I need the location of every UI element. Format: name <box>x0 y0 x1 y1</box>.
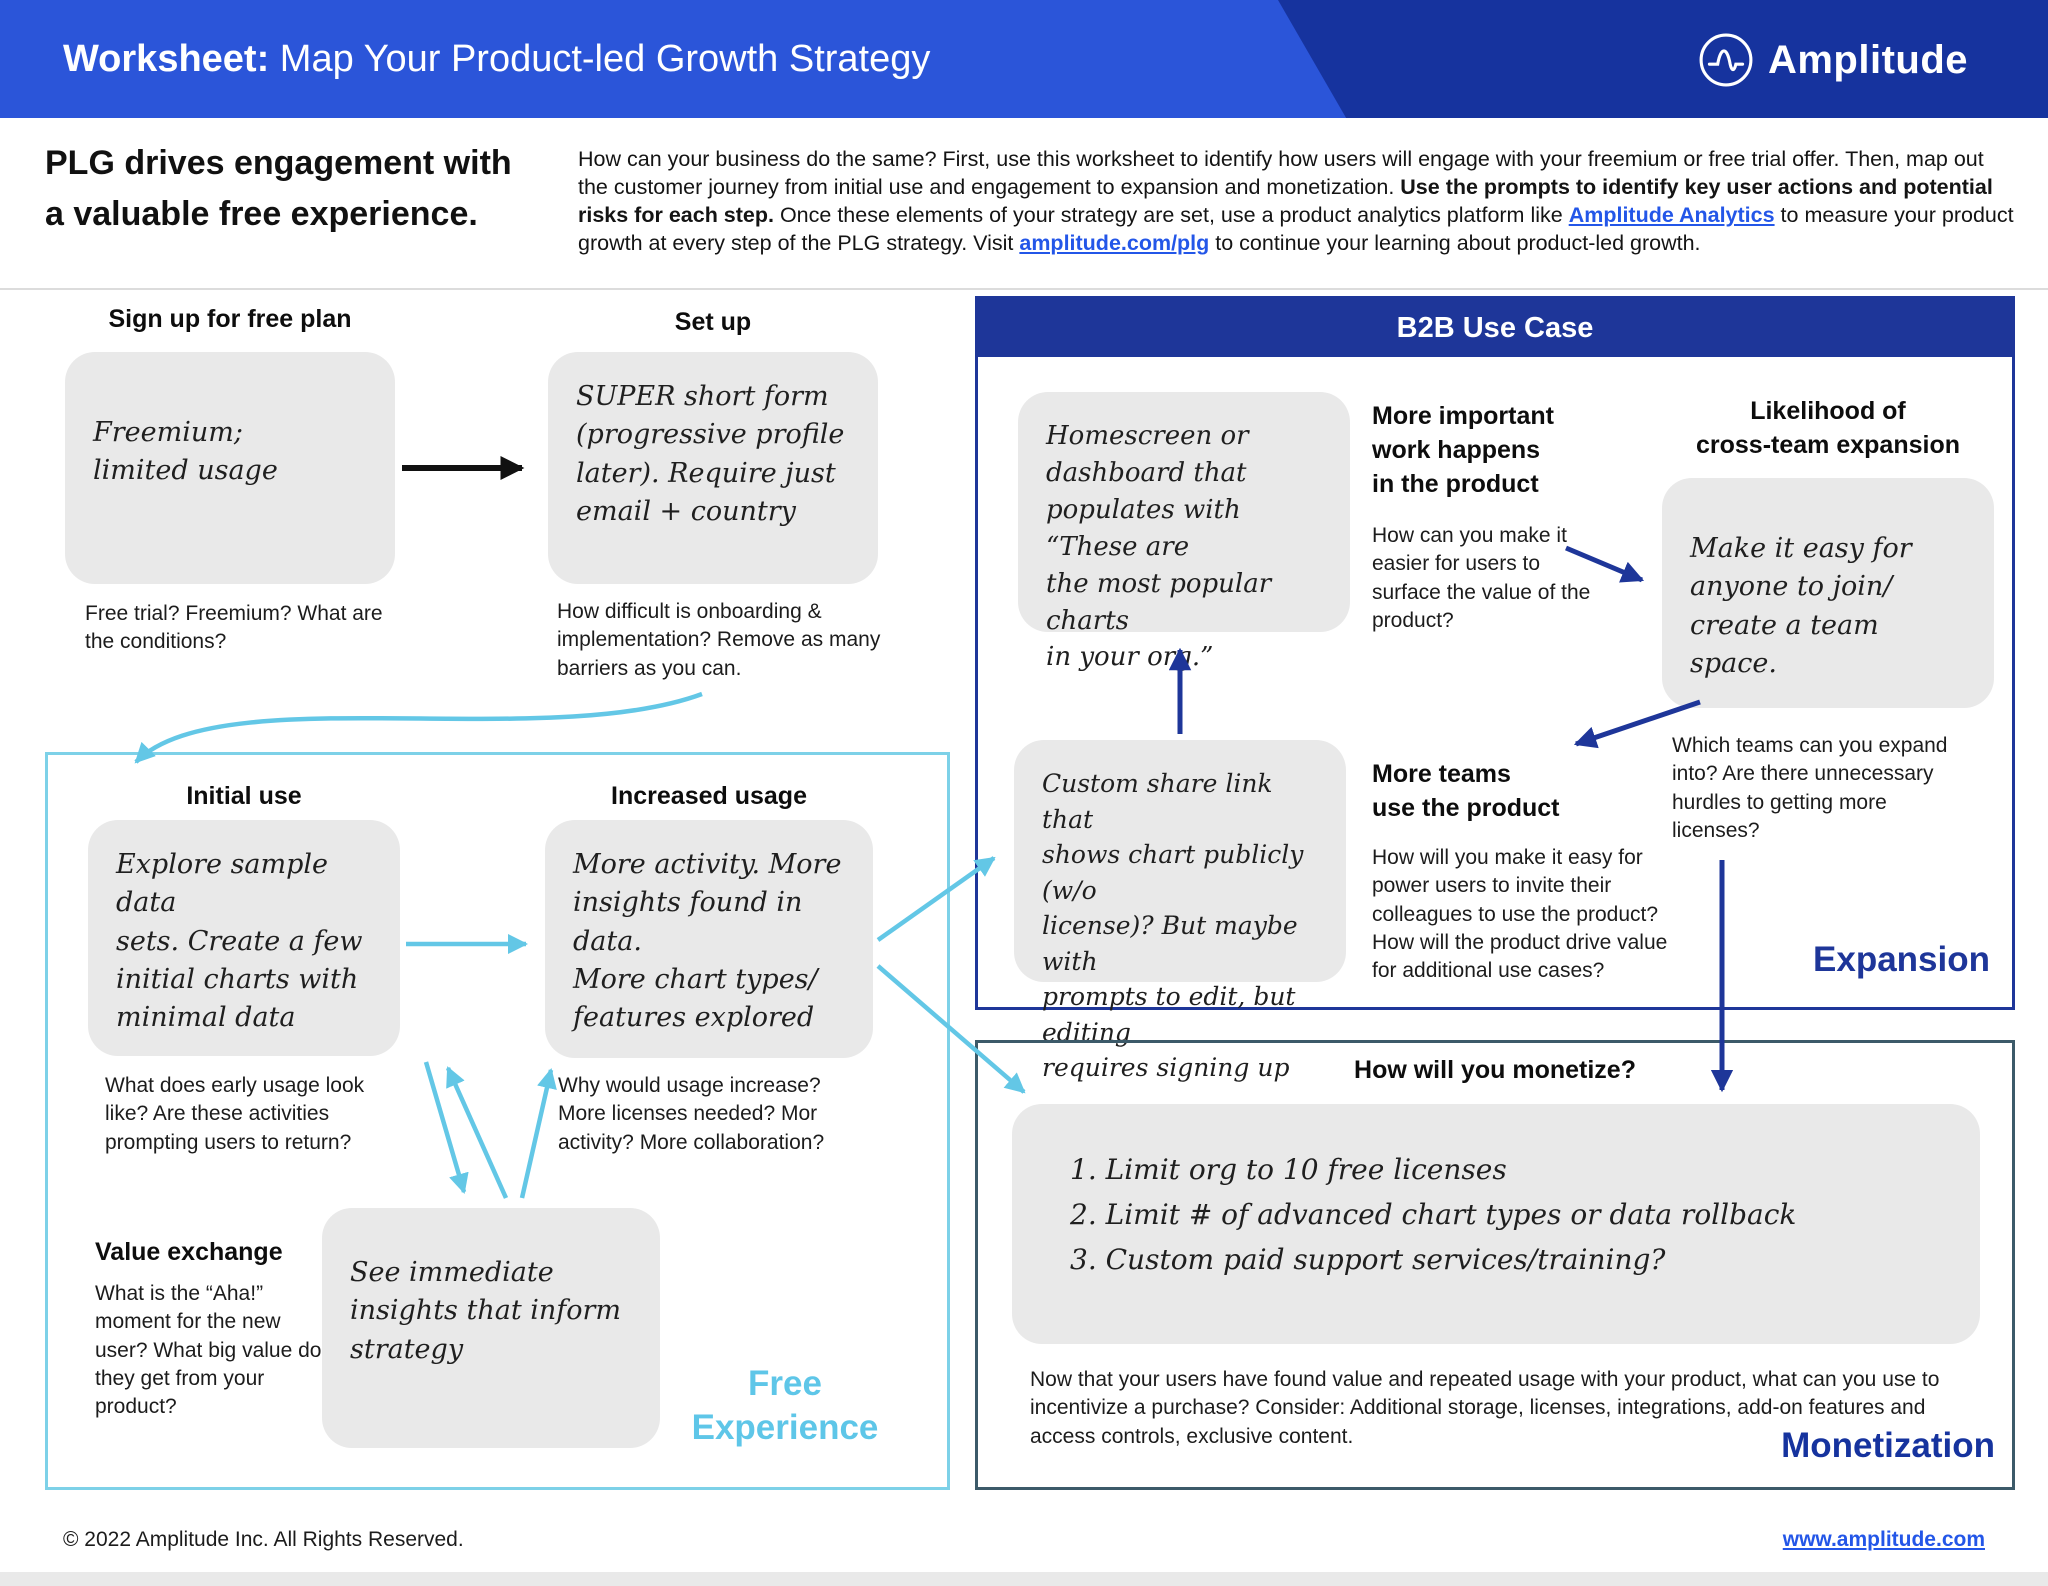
page-title-rest: Map Your Product-led Growth Strategy <box>269 38 931 80</box>
header-bar: Worksheet: Map Your Product-led Growth S… <box>0 0 2048 118</box>
signup-note-box: Freemium; limited usage <box>65 352 395 584</box>
monetize-heading: How will you monetize? <box>1354 1056 1636 1084</box>
initial-use-caption: What does early usage look like? Are the… <box>105 1074 365 1154</box>
more-teams-heading: More teams use the product <box>1372 760 1560 822</box>
monetize-list-item-1: 1. Limit org to 10 free licenses <box>1070 1153 1507 1186</box>
homescreen-note: Homescreen or dashboard that populates w… <box>1046 421 1272 673</box>
more-important-heading: More important work happens in the produ… <box>1372 402 1554 498</box>
intro-text-4: to continue your learning about product-… <box>1209 230 1701 255</box>
increased-usage-note-box: More activity. More insights found in da… <box>545 820 873 1058</box>
initial-use-heading: Initial use <box>186 782 302 810</box>
monetize-text: Now that your users have found value and… <box>1030 1368 1940 1448</box>
setup-note-box: SUPER short form (progressive profile la… <box>548 352 878 584</box>
share-link-note: Custom share link that shows chart publi… <box>1042 769 1304 1082</box>
more-teams-text: How will you make it easy for power user… <box>1372 846 1668 983</box>
amplitude-logo: Amplitude <box>1698 32 1968 88</box>
likelihood-heading: Likelihood of cross-team expansion <box>1696 397 1960 459</box>
signup-caption: Free trial? Freemium? What are the condi… <box>85 602 383 654</box>
signup-heading: Sign up for free plan <box>108 305 352 333</box>
monetization-panel <box>975 1040 2015 1490</box>
team-space-note: Make it easy for anyone to join/ create … <box>1690 533 1912 679</box>
intro-text-1: How can your business do the same? First… <box>578 147 1984 199</box>
setup-note: SUPER short form (progressive profile la… <box>576 381 845 527</box>
insights-note-box: See immediate insights that inform strat… <box>322 1208 660 1448</box>
intro-paragraph: How can your business do the same? First… <box>578 146 2016 258</box>
initial-use-note: Explore sample data sets. Create a few i… <box>116 849 363 1034</box>
brand-wordmark: Amplitude <box>1767 37 1968 82</box>
homescreen-note-box: Homescreen or dashboard that populates w… <box>1018 392 1350 672</box>
value-exchange-text: What is the “Aha!” moment for the new us… <box>95 1282 322 1419</box>
monetize-list-item-3: 3. Custom paid support services/training… <box>1070 1242 1666 1276</box>
intro-text-2: Once these elements of your strategy are… <box>773 202 1569 227</box>
copyright-text: © 2022 Amplitude Inc. All Rights Reserve… <box>63 1528 464 1551</box>
value-exchange-heading: Value exchange <box>95 1238 283 1266</box>
b2b-use-case-panel: B2B Use Case <box>975 296 2015 1010</box>
setup-caption: How difficult is onboarding & implementa… <box>557 600 881 680</box>
monetize-list: 1. Limit org to 10 free licenses 2. Limi… <box>1070 1148 1922 1282</box>
intro-bold-1: Use the prompts to identify key user act… <box>578 174 1993 227</box>
insights-note: See immediate insights that inform strat… <box>350 1257 622 1365</box>
monetize-list-item-2: 2. Limit # of advanced chart types or da… <box>1070 1197 1797 1231</box>
intro-heading: PLG drives engagement with a valuable fr… <box>45 144 512 233</box>
increased-usage-note: More activity. More insights found in da… <box>573 849 842 1034</box>
amplitude-analytics-link[interactable]: Amplitude Analytics <box>1568 202 1775 227</box>
intro-text-3: to measure your product growth at every … <box>578 202 2014 255</box>
page-title: Worksheet: Map Your Product-led Growth S… <box>63 0 930 118</box>
footer-site-link[interactable]: www.amplitude.com <box>1782 1528 1985 1551</box>
which-teams-text: Which teams can you expand into? Are the… <box>1672 734 1948 843</box>
b2b-panel-header: B2B Use Case <box>978 299 2012 357</box>
initial-use-note-box: Explore sample data sets. Create a few i… <box>88 820 400 1056</box>
amplitude-wave-icon <box>1699 33 1753 87</box>
increased-usage-caption: Why would usage increase? More licenses … <box>558 1074 825 1154</box>
free-experience-label: Free Experience <box>691 1364 879 1447</box>
increased-usage-heading: Increased usage <box>611 782 807 810</box>
more-important-text: How can you make it easier for users to … <box>1372 524 1591 633</box>
setup-heading: Set up <box>674 308 752 336</box>
intro-divider <box>0 288 2048 290</box>
share-link-note-box: Custom share link that shows chart publi… <box>1014 740 1346 1082</box>
bottom-strip <box>0 1572 2048 1586</box>
team-space-note-box: Make it easy for anyone to join/ create … <box>1662 478 1994 708</box>
expansion-label: Expansion <box>1813 940 1990 979</box>
amplitude-plg-link[interactable]: amplitude.com/plg <box>1019 230 1210 255</box>
page-title-bold: Worksheet: <box>63 38 270 80</box>
monetize-note-box: 1. Limit org to 10 free licenses 2. Limi… <box>1012 1104 1980 1344</box>
signup-note: Freemium; limited usage <box>93 417 278 487</box>
monetization-label: Monetization <box>1781 1426 1995 1465</box>
